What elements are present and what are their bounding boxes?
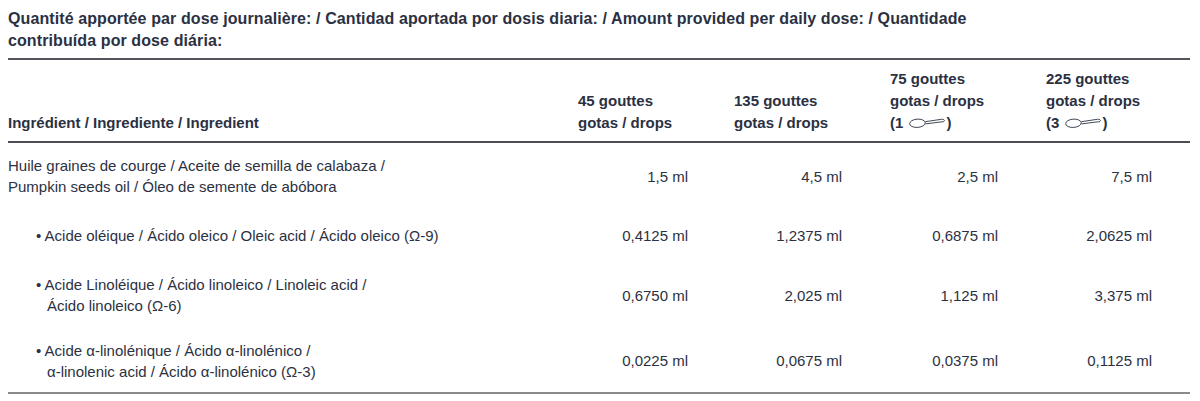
table-row-oleic-acid: • Acide oléique / Ácido oleico / Oleic a… [8, 209, 1190, 261]
value-cell: 2,0625 ml [1024, 209, 1190, 261]
title-line-2: contribuída por dose diária: [8, 30, 1190, 52]
header-row: Ingrédient / Ingrediente / Ingredient 45… [8, 60, 1190, 142]
column-header-75-drops: 75 gouttes gotas / drops (1 ) [868, 60, 1024, 142]
table-row-alpha-linolenic-acid: • Acide α-linolénique / Ácido α-linoléni… [8, 329, 1190, 392]
value-cell: 0,1125 ml [1024, 329, 1190, 392]
column-header-135-drops: 135 gouttes gotas / drops [712, 60, 868, 142]
column-header-ingredient: Ingrédient / Ingrediente / Ingredient [8, 60, 556, 142]
table-row-linoleic-acid: • Acide Linoléique / Ácido linoleico / L… [8, 261, 1190, 329]
spoon-icon [908, 116, 947, 129]
value-cell: 0,0375 ml [868, 329, 1024, 392]
ingredient-cell: Huile graines de courge / Aceite de semi… [8, 142, 556, 209]
value-cell: 2,025 ml [712, 261, 868, 329]
value-cell: 1,5 ml [556, 142, 712, 209]
page-title: Quantité apportée par dose journalière: … [8, 8, 1190, 52]
nutrition-label: Quantité apportée par dose journalière: … [0, 0, 1200, 394]
value-cell: 0,6750 ml [556, 261, 712, 329]
bottom-rule [8, 392, 1190, 394]
value-cell: 1,125 ml [868, 261, 1024, 329]
value-cell: 0,4125 ml [556, 209, 712, 261]
table-row-pumpkin-seed-oil: Huile graines de courge / Aceite de semi… [8, 142, 1190, 209]
spoon-count-wrap: (3 ) [1046, 112, 1190, 134]
ingredient-cell: • Acide oléique / Ácido oleico / Oleic a… [8, 209, 556, 261]
value-cell: 3,375 ml [1024, 261, 1190, 329]
spoon-count: 3 [1051, 114, 1059, 131]
value-cell: 1,2375 ml [712, 209, 868, 261]
column-header-225-drops: 225 gouttes gotas / drops (3 ) [1024, 60, 1190, 142]
value-cell: 4,5 ml [712, 142, 868, 209]
nutrition-table: Ingrédient / Ingrediente / Ingredient 45… [8, 60, 1190, 392]
value-cell: 0,0675 ml [712, 329, 868, 392]
value-cell: 0,0225 ml [556, 329, 712, 392]
ingredient-cell: • Acide Linoléique / Ácido linoleico / L… [8, 261, 556, 329]
value-cell: 0,6875 ml [868, 209, 1024, 261]
spoon-icon [1064, 116, 1103, 129]
spoon-count: 1 [895, 114, 903, 131]
spoon-count-wrap: (1 ) [890, 112, 1024, 134]
value-cell: 7,5 ml [1024, 142, 1190, 209]
column-header-45-drops: 45 gouttes gotas / drops [556, 60, 712, 142]
ingredient-cell: • Acide α-linolénique / Ácido α-linoléni… [8, 329, 556, 392]
title-line-1: Quantité apportée par dose journalière: … [8, 8, 1190, 30]
value-cell: 2,5 ml [868, 142, 1024, 209]
